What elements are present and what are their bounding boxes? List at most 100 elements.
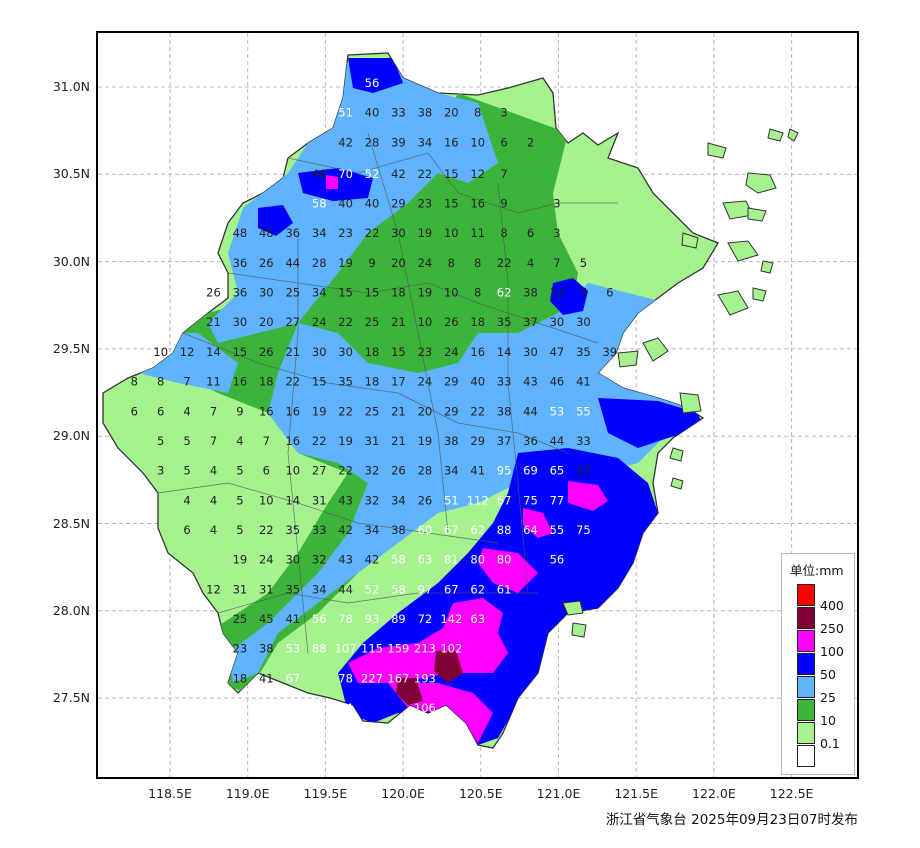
offshore-islands: [562, 128, 799, 638]
station-value: 8: [157, 375, 164, 389]
station-value: 12: [470, 167, 485, 181]
station-value: 58: [391, 582, 406, 596]
station-value: 41: [576, 375, 591, 389]
station-value: 2: [527, 135, 534, 149]
lon-tick-label: 121.0E: [536, 786, 581, 801]
station-value: 34: [391, 493, 406, 507]
station-value: 40: [470, 375, 485, 389]
station-value: 5: [183, 464, 190, 478]
station-value: 8: [474, 106, 481, 120]
station-value: 9: [368, 256, 375, 270]
station-value: 29: [391, 197, 406, 211]
station-value: 37: [497, 434, 512, 448]
legend-label: 0.1: [820, 736, 840, 751]
station-value: 16: [285, 404, 300, 418]
station-value: 37: [576, 464, 591, 478]
station-value: 10: [444, 226, 459, 240]
station-value: 58: [391, 553, 406, 567]
station-value: 213: [414, 642, 436, 656]
station-value: 5: [236, 523, 243, 537]
station-value: 18: [259, 375, 274, 389]
station-value: 8: [131, 375, 138, 389]
station-value: 22: [338, 464, 353, 478]
rain-zone-100-250: [478, 548, 538, 593]
rain-zone-50-100: [550, 278, 588, 315]
station-value: 10: [285, 464, 300, 478]
station-value: 29: [444, 375, 459, 389]
legend-swatch: [797, 722, 815, 744]
station-value: 69: [523, 464, 538, 478]
station-value: 34: [312, 582, 327, 596]
station-value: 7: [500, 167, 507, 181]
station-value: 15: [444, 167, 459, 181]
station-value: 30: [391, 226, 406, 240]
station-value: 22: [497, 256, 512, 270]
station-value: 67: [444, 523, 459, 537]
lon-tick-label: 120.5E: [458, 786, 503, 801]
station-value: 35: [576, 345, 591, 359]
station-value: 8: [474, 286, 481, 300]
station-value: 7: [553, 256, 560, 270]
station-value: 20: [418, 404, 433, 418]
station-value: 14: [206, 345, 221, 359]
rain-zone-100-250: [523, 508, 553, 538]
station-value: 6: [606, 286, 613, 300]
station-value: 32: [365, 493, 380, 507]
rain-zone-250-400: [396, 678, 423, 705]
station-value: 106: [414, 701, 436, 715]
lon-tick-label: 121.5E: [614, 786, 659, 801]
station-value: 19: [338, 256, 353, 270]
station-value: 10: [259, 493, 274, 507]
lon-tick-label: 120.0E: [381, 786, 425, 801]
station-value: 4: [527, 256, 534, 270]
station-value: 33: [576, 434, 591, 448]
rain-zone-50-100: [258, 205, 293, 236]
station-value: 16: [470, 345, 485, 359]
station-value: 16: [285, 434, 300, 448]
station-value: 22: [285, 375, 300, 389]
station-value: 36: [233, 256, 248, 270]
station-value: 78: [338, 612, 353, 626]
station-value: 58: [312, 197, 327, 211]
lon-tick-label: 118.5E: [148, 786, 192, 801]
station-value: 14: [497, 345, 512, 359]
station-value: 46: [550, 375, 565, 389]
station-value: 52: [365, 167, 380, 181]
station-value: 18: [365, 375, 380, 389]
station-value: 34: [418, 135, 433, 149]
station-value: 21: [206, 315, 221, 329]
station-value: 24: [418, 375, 433, 389]
station-value: 22: [338, 404, 353, 418]
station-value: 38: [418, 106, 433, 120]
station-value: 16: [259, 404, 274, 418]
legend-label: 100: [820, 644, 844, 659]
station-value: 7: [210, 434, 217, 448]
station-value: 77: [550, 493, 565, 507]
legend-swatch: [797, 653, 815, 675]
station-value: 55: [550, 523, 565, 537]
station-value: 43: [338, 553, 353, 567]
station-value: 18: [470, 315, 485, 329]
station-value: 7: [183, 375, 190, 389]
station-value: 112: [467, 493, 489, 507]
station-value: 19: [312, 404, 327, 418]
station-value: 52: [365, 582, 380, 596]
station-value: 93: [365, 612, 380, 626]
station-value: 53: [285, 642, 300, 656]
station-value: 61: [497, 582, 512, 596]
station-value: 63: [470, 612, 485, 626]
station-value: 21: [285, 345, 300, 359]
station-value: 32: [312, 553, 327, 567]
station-value: 10: [444, 286, 459, 300]
station-value: 78: [338, 671, 353, 685]
rain-zone-50-100: [598, 398, 703, 448]
station-value: 8: [500, 226, 507, 240]
station-value: 26: [418, 493, 433, 507]
station-value: 28: [365, 135, 380, 149]
station-value: 26: [391, 464, 406, 478]
station-value: 10: [470, 135, 485, 149]
station-value: 44: [523, 404, 538, 418]
station-value: 53: [550, 404, 565, 418]
station-value: 6: [263, 464, 270, 478]
